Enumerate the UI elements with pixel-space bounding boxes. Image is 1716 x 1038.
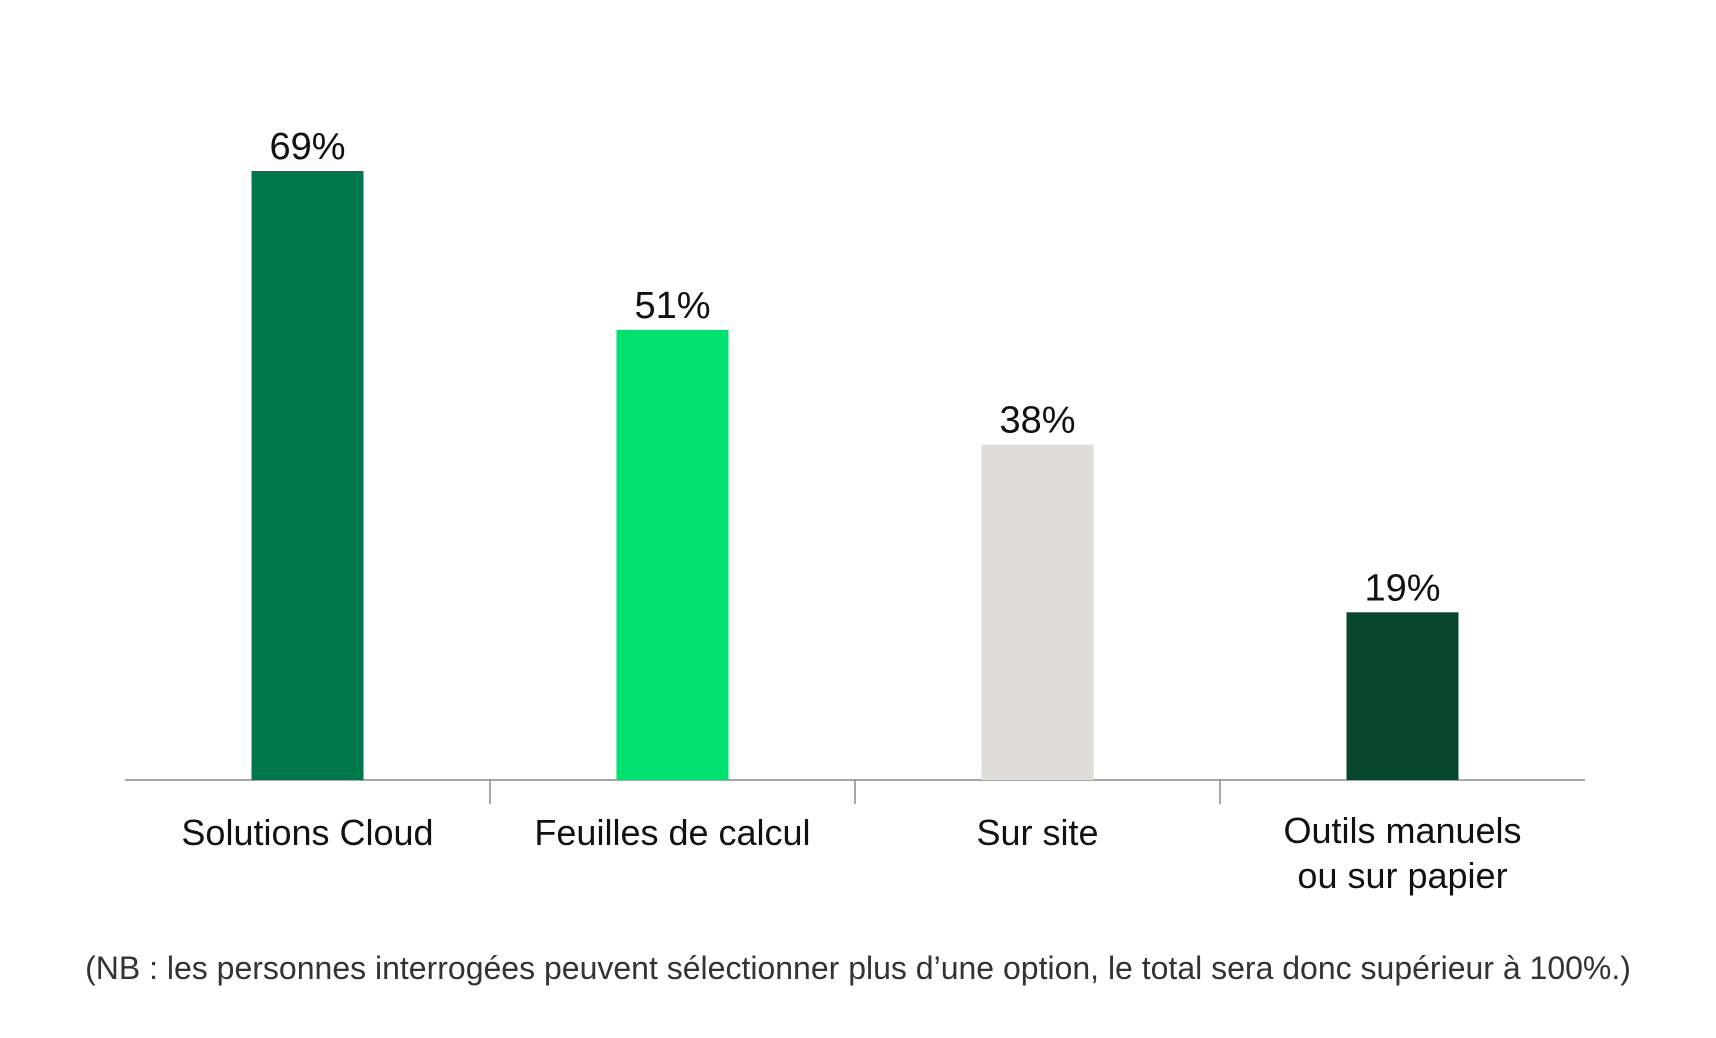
- category-label: Sur site: [976, 812, 1098, 853]
- bar: [981, 444, 1094, 780]
- bar-value-label: 69%: [269, 126, 345, 168]
- bar: [616, 329, 729, 780]
- bar-value-label: 51%: [634, 285, 710, 327]
- bar-value-label: 38%: [999, 400, 1075, 442]
- footnote: (NB : les personnes interrogées peuvent …: [85, 950, 1631, 986]
- bar: [1346, 612, 1459, 780]
- bar: [251, 171, 364, 780]
- category-label: Outils manuels: [1283, 810, 1521, 851]
- category-label: Feuilles de calcul: [534, 812, 810, 853]
- bar-value-label: 19%: [1364, 567, 1440, 609]
- category-label: ou sur papier: [1297, 855, 1507, 896]
- category-label: Solutions Cloud: [181, 812, 433, 853]
